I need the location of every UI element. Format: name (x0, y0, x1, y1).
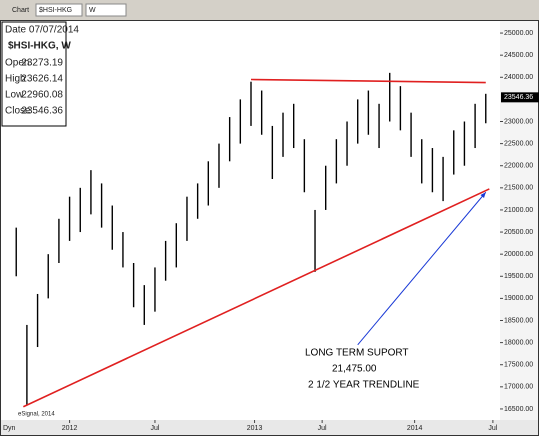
info-value: 22960.08 (21, 90, 63, 101)
info-box: Date 07/07/2014 $HSI-HKG, W Open 23273.1… (1, 21, 79, 127)
y-tick-label: 17500.00 (504, 362, 533, 369)
mode: Dyn (3, 425, 16, 432)
info-value: 23546.36 (21, 106, 63, 117)
y-tick-label: 21500.00 (504, 185, 533, 192)
toolbar (0, 0, 539, 20)
trendline (357, 191, 487, 346)
x-tick-label: 2013 (247, 425, 263, 432)
y-axis-panel (500, 20, 539, 420)
y-tick-label: 19000.00 (504, 295, 533, 302)
x-axis-panel (0, 420, 539, 436)
x-tick-label: 2012 (62, 425, 78, 432)
y-tick-label: 24000.00 (504, 74, 533, 81)
info-value: 23273.19 (21, 58, 63, 69)
menu[interactable]: Chart (12, 7, 29, 14)
y-tick-label: 21000.00 (504, 207, 533, 214)
y-tick-label: 18000.00 (504, 339, 533, 346)
credit: eSignal, 2014 (18, 412, 55, 418)
symbol-box[interactable] (35, 3, 83, 17)
info-symbol: $HSI-HKG, W (8, 41, 71, 52)
annotation: 21,475.00 (332, 364, 377, 375)
y-tick-label: 16500.00 (504, 406, 533, 413)
info-panel (1, 21, 67, 127)
price-marker-label: 23546.36 (504, 94, 533, 101)
x-tick-label: Jul (150, 425, 159, 432)
x-tick-label: Jul (318, 425, 327, 432)
info-label: High (5, 74, 26, 85)
interval[interactable]: W (89, 7, 96, 14)
info-date: Date 07/07/2014 (5, 25, 79, 36)
info-value: 23626.14 (21, 74, 63, 85)
trendline (250, 78, 486, 84)
interval-box[interactable] (85, 3, 127, 17)
x-tick-label: 2014 (407, 425, 423, 432)
x-tick-label: Jul (488, 425, 497, 432)
annotation: LONG TERM SUPORT (305, 348, 409, 359)
y-tick-label: 25000.00 (504, 30, 533, 37)
info-label: Low (5, 90, 24, 101)
y-tick-label: 24500.00 (504, 52, 533, 59)
info-label: Open (5, 58, 29, 69)
y-tick-label: 17000.00 (504, 384, 533, 391)
y-tick-label: 19500.00 (504, 273, 533, 280)
y-tick-label: 18500.00 (504, 317, 533, 324)
y-tick-label: 23000.00 (504, 118, 533, 125)
info-label: Close (5, 106, 31, 117)
y-tick-label: 22000.00 (504, 163, 533, 170)
symbol[interactable]: $HSI-HKG (39, 7, 72, 14)
y-tick-label: 20500.00 (504, 229, 533, 236)
annotation: 2 1/2 YEAR TRENDLINE (308, 380, 420, 391)
price-marker (501, 92, 539, 103)
y-tick-label: 20000.00 (504, 251, 533, 258)
y-tick-label: 22500.00 (504, 140, 533, 147)
arrow-head (480, 192, 486, 198)
trendline (23, 188, 490, 408)
